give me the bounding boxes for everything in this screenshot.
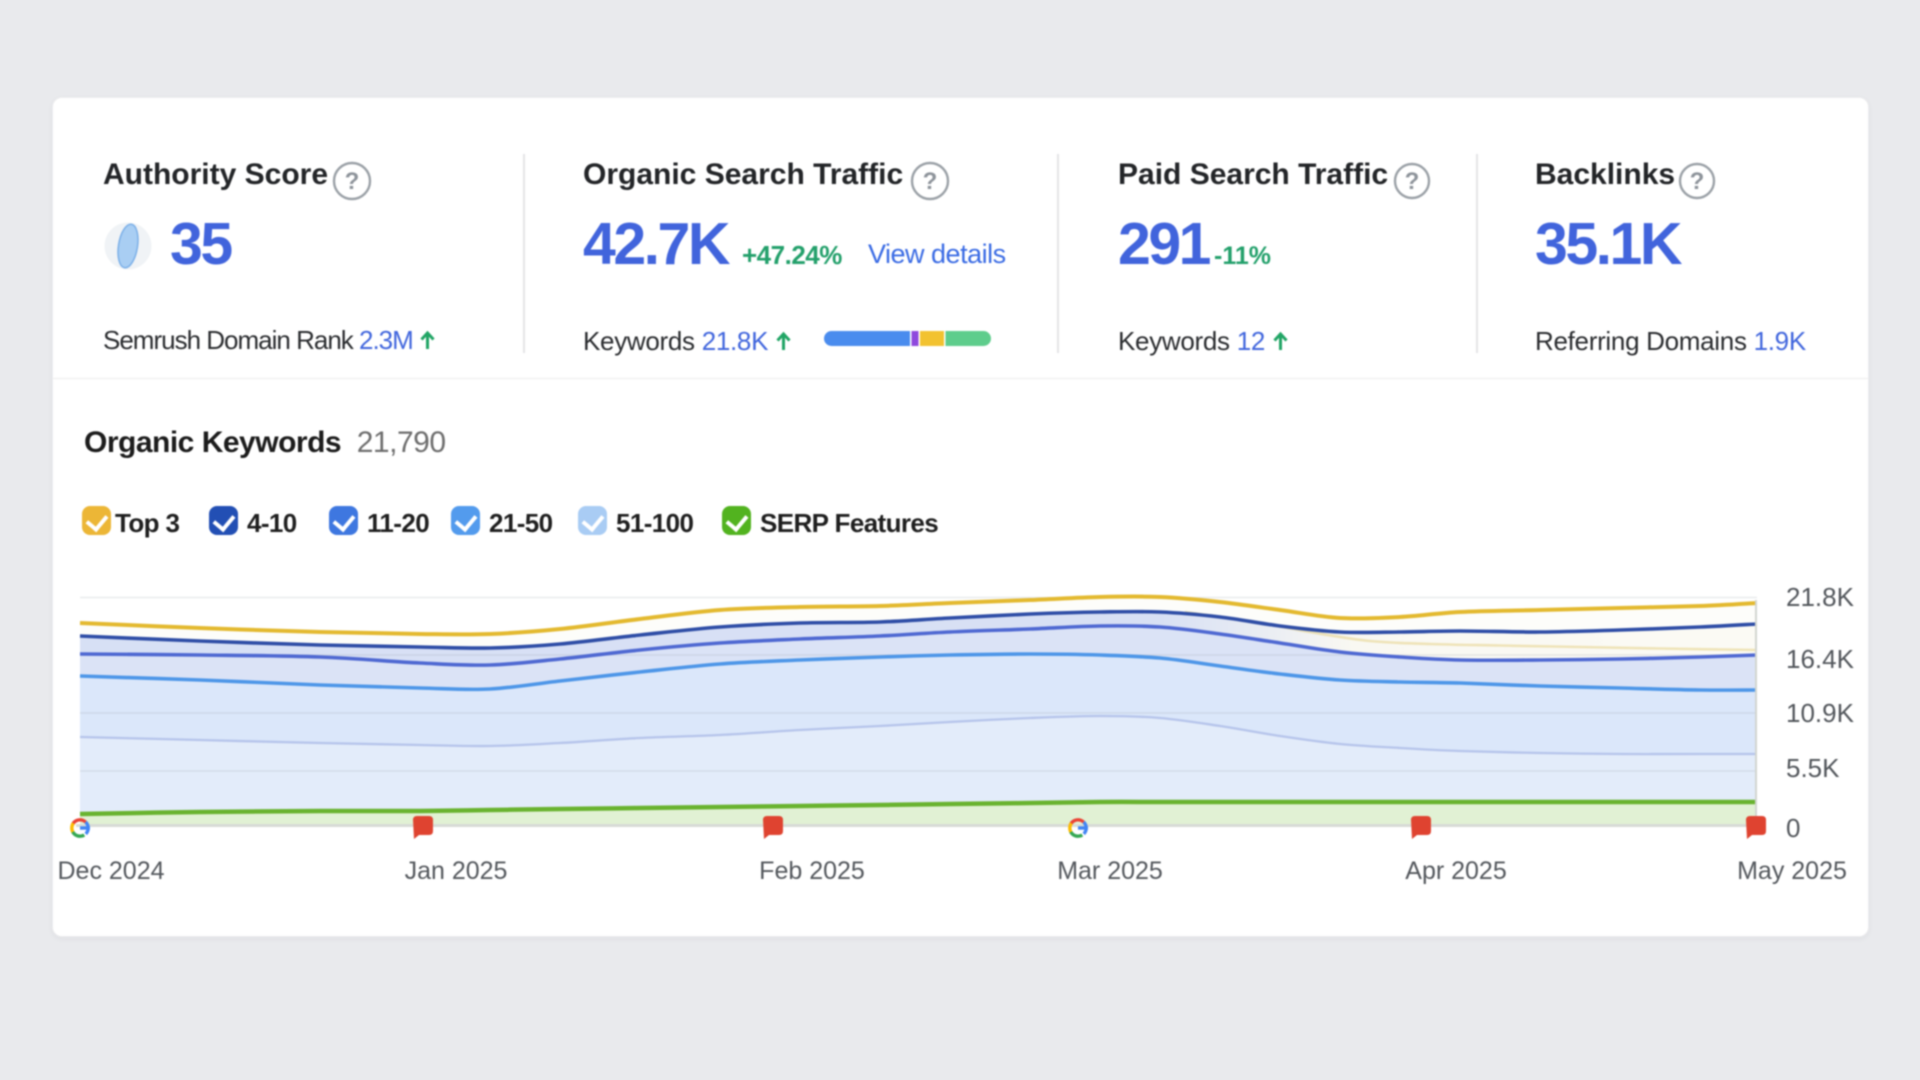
svg-text:?: ? bbox=[345, 168, 360, 195]
svg-text:?: ? bbox=[1690, 168, 1705, 195]
svg-text:?: ? bbox=[923, 168, 938, 195]
svg-text:?: ? bbox=[1405, 168, 1420, 195]
